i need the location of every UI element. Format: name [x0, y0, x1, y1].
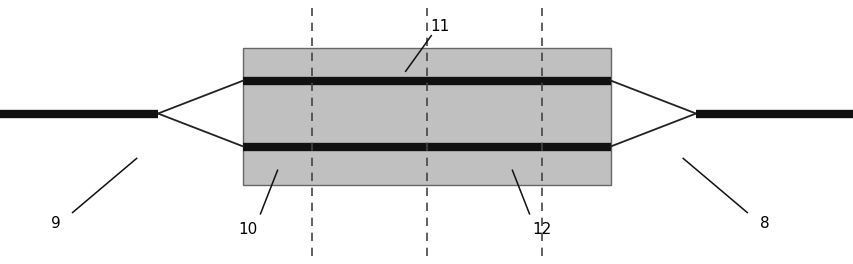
Text: 12: 12	[532, 222, 551, 237]
Text: 8: 8	[758, 216, 769, 230]
Text: 9: 9	[50, 216, 61, 230]
Text: 10: 10	[238, 222, 257, 237]
Text: 11: 11	[430, 19, 449, 34]
Bar	[243, 48, 610, 185]
